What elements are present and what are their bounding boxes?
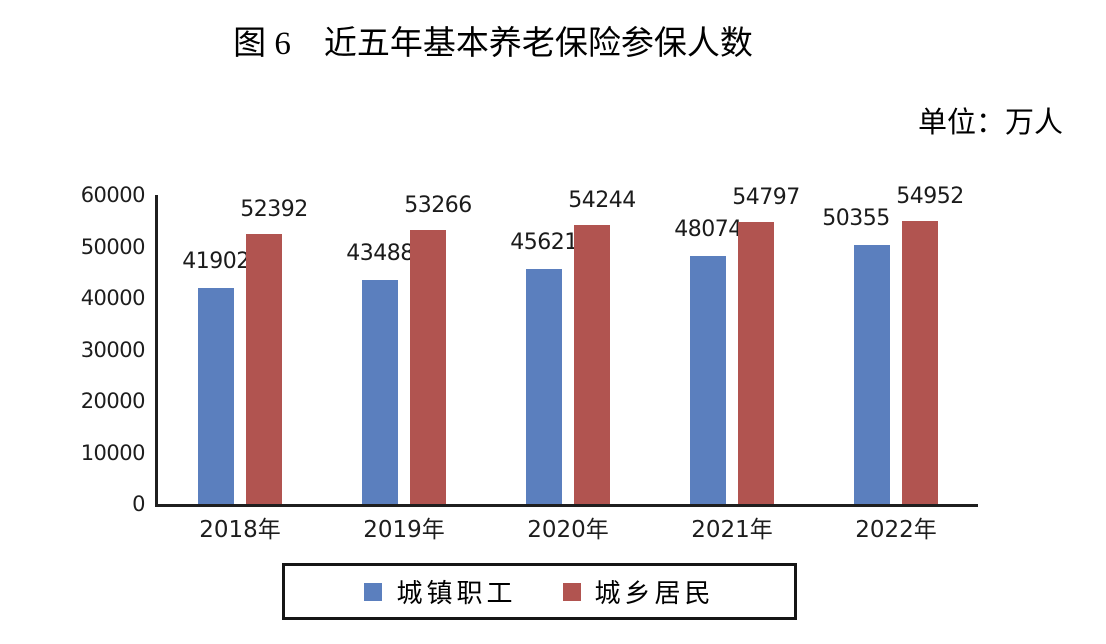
bar-value-label-urban-employees: 45621 [510,230,578,256]
x-axis-category-label: 2020年 [527,517,609,543]
y-axis-tick-label: 0 [132,492,145,516]
figure-title: 图 6 近五年基本养老保险参保人数 [233,26,753,62]
legend-swatch-icon-urban-rural-residents [562,582,581,601]
x-axis-category-label: 2018年 [199,517,281,543]
legend-item-label: 城镇职工 [396,579,517,608]
y-axis-tick-label: 10000 [80,440,146,465]
bar-urban-employees [362,280,398,504]
bar-value-label-urban-rural-residents: 54797 [732,184,800,210]
x-axis-category-label: 2019年 [363,517,445,543]
bar-urban-employees [690,256,726,504]
x-axis-category-label: 2021年 [691,517,773,543]
legend-item-label: 城乡居民 [594,579,715,608]
plot-area: 41902 52392 2018年 43488 53266 2019年 45621 54244… [155,185,978,543]
legend-item-urban-rural-residents: 城乡居民 [562,573,715,610]
y-axis-tick-label: 60000 [80,183,146,207]
bar-value-label-urban-rural-residents: 54244 [568,187,636,213]
bar-value-label-urban-rural-residents: 53266 [404,192,472,218]
y-axis: 0 10000 20000 30000 40000 50000 60000 [0,183,146,516]
x-axis-category-label: 2022年 [855,517,937,543]
bar-value-label-urban-employees: 43488 [346,241,414,266]
bar-urban-rural-residents [410,229,446,504]
unit-label: 单位：万人 [917,107,1063,139]
bar-urban-rural-residents [738,221,774,504]
y-axis-tick-label: 50000 [80,234,146,259]
y-axis-tick-label: 20000 [80,389,146,413]
bar-value-label-urban-employees: 41902 [182,249,250,275]
y-axis-tick-label: 30000 [80,337,146,362]
bar-urban-rural-residents [246,234,282,504]
bar-urban-employees [854,244,890,504]
bar-urban-rural-residents [902,221,938,504]
bar-value-label-urban-rural-residents: 54952 [896,184,964,209]
bar-urban-employees [198,288,234,504]
bar-value-label-urban-employees: 48074 [674,217,742,243]
bar-urban-rural-residents [574,224,610,504]
legend-item-urban-employees: 城镇职工 [364,573,516,610]
legend: 城镇职工 城乡居民 [282,563,797,620]
bar-urban-employees [526,269,562,504]
y-axis-tick-label: 40000 [80,286,146,310]
bar-value-label-urban-employees: 50355 [822,205,890,231]
legend-swatch-icon-urban-employees [364,582,383,601]
bar-value-label-urban-rural-residents: 52392 [240,197,308,223]
